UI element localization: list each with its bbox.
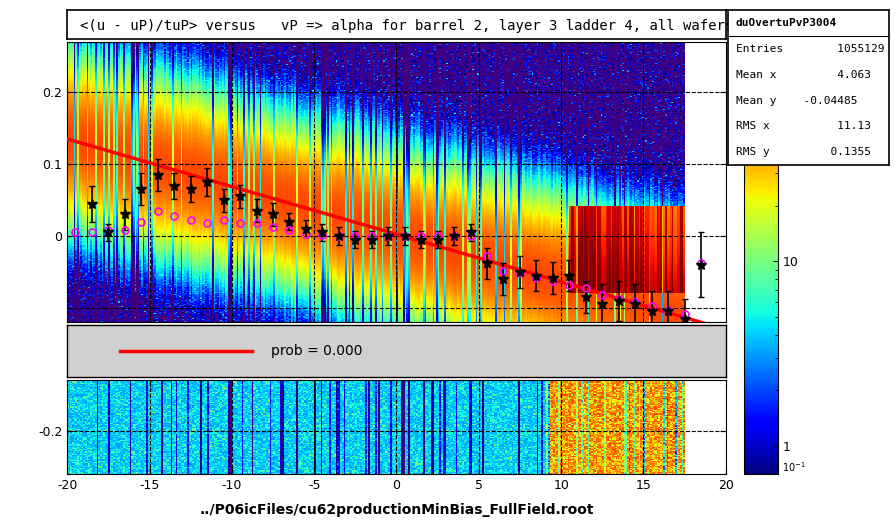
Text: Mean x         4.063: Mean x 4.063 [736,70,871,80]
Text: RMS x          11.13: RMS x 11.13 [736,122,871,132]
Text: ../P06icFiles/cu62productionMinBias_FullField.root: ../P06icFiles/cu62productionMinBias_Full… [199,503,594,517]
Text: prob = 0.000: prob = 0.000 [271,344,363,358]
Text: Entries        1055129: Entries 1055129 [736,44,884,54]
Text: <(u - uP)/tuP> versus   vP => alpha for barrel 2, layer 3 ladder 4, all wafers: <(u - uP)/tuP> versus vP => alpha for ba… [81,19,734,34]
Text: Mean y    -0.04485: Mean y -0.04485 [736,96,857,106]
Text: duOvertuPvP3004: duOvertuPvP3004 [736,18,837,28]
Text: RMS y         0.1355: RMS y 0.1355 [736,147,871,157]
Text: $10^{-1}$: $10^{-1}$ [782,461,806,474]
